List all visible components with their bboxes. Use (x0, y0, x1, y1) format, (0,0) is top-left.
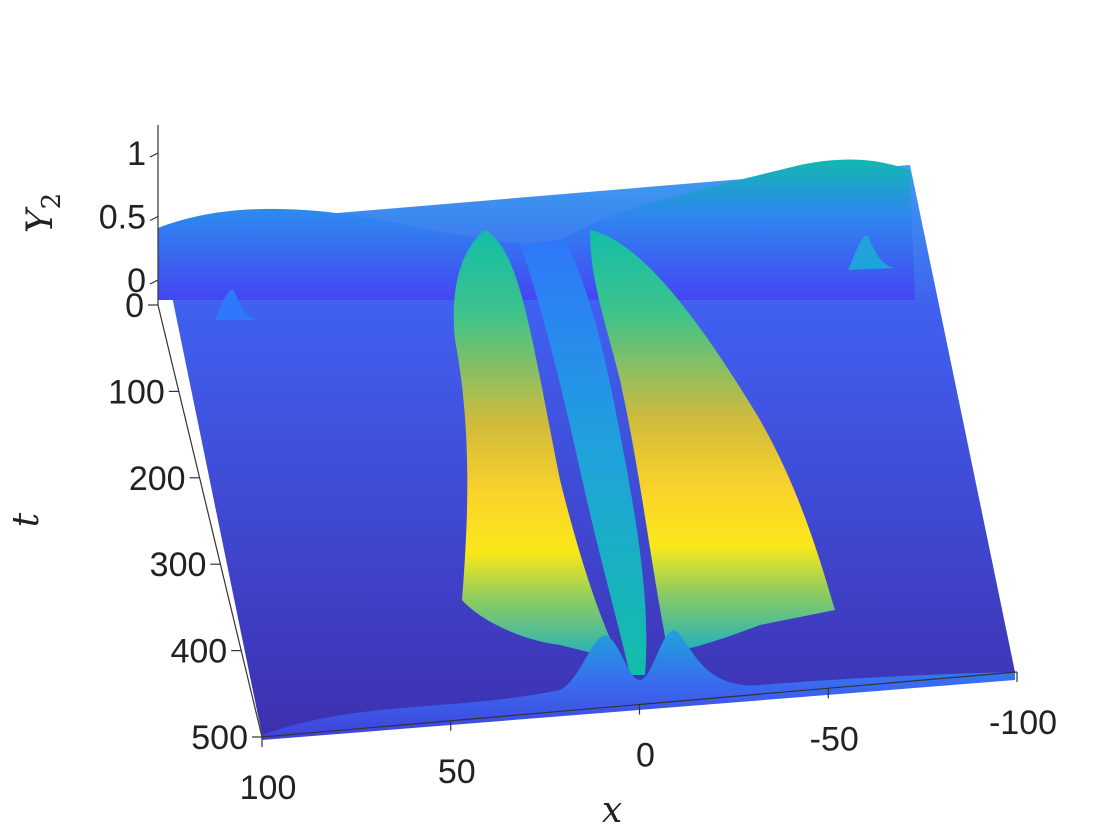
x-ticks: 100 50 0 -50 -100 (240, 672, 1057, 807)
z-tick-mark (149, 152, 159, 158)
y-tick-label: 100 (108, 373, 165, 411)
z-tick-label: 0 (127, 262, 146, 300)
surface-spike-right (848, 235, 895, 270)
z-ticks: 00.51 (99, 135, 159, 300)
y-tick-label: 300 (150, 546, 207, 584)
surface-spike-left (215, 289, 258, 320)
x-axis-label: x (602, 790, 622, 831)
surface-back-crest (158, 159, 915, 300)
surface-center-valley (520, 240, 647, 675)
surface-front-lip (262, 629, 1015, 740)
y-ticks: 0 100 200 300 400 500 (108, 287, 262, 757)
z-axis-label-sub: 2 (37, 193, 67, 210)
y-tick-label: 200 (129, 460, 186, 498)
y-tick-label: 0 (125, 287, 144, 325)
z-tick-mark (149, 215, 159, 222)
y-tick-label: 400 (170, 633, 227, 671)
x-tick-label: 0 (636, 737, 655, 775)
z-tick-label: 0.5 (99, 199, 146, 237)
z-axis-label-base: Y (20, 206, 61, 233)
x-tick-label: 50 (438, 753, 476, 791)
z-tick-label: 1 (127, 135, 146, 173)
y-axis-label: t (6, 512, 47, 527)
z-tick-mark (149, 279, 159, 285)
y-tick-label: 500 (191, 719, 248, 757)
surface-right-ridge (590, 230, 835, 652)
z-axis-label: Y2 (20, 193, 67, 233)
x-tick-label: 100 (240, 769, 297, 807)
surface (158, 159, 1015, 740)
y-axis-line (157, 304, 263, 738)
x-tick-label: -100 (989, 704, 1057, 742)
x-tick-label: -50 (810, 720, 859, 758)
surface-left-ridge (453, 230, 620, 660)
